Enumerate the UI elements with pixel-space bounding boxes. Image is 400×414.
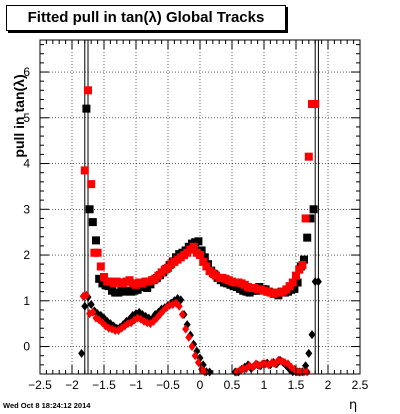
data-point-square	[298, 261, 307, 270]
data-point-square	[197, 246, 206, 255]
x-axis-label: η	[349, 398, 358, 413]
data-point-square	[84, 86, 92, 95]
data-point-square	[292, 271, 300, 280]
data-point-square	[293, 278, 302, 287]
data-point-square	[306, 214, 315, 223]
data-point-diamond	[308, 330, 316, 340]
x-tick-label: 1	[261, 378, 268, 392]
plot-frame	[39, 39, 361, 375]
y-tick-label: 3	[23, 202, 30, 216]
data-point-square	[288, 278, 297, 287]
data-point-square	[189, 242, 198, 251]
y-tick-label: 6	[23, 65, 30, 79]
data-point-diamond	[305, 348, 313, 358]
data-point-diamond	[81, 301, 89, 311]
y-tick-label: 0	[23, 340, 30, 354]
y-tick-label: 5	[23, 111, 30, 125]
data-point-square	[92, 236, 100, 245]
data-point-diamond	[191, 351, 199, 361]
data-point-square	[88, 218, 97, 227]
data-point-diamond	[82, 290, 90, 300]
data-point-square	[194, 237, 203, 246]
x-tick-label: 0	[197, 378, 204, 392]
data-point-square	[96, 262, 105, 271]
axes: −2.5 −2 −1.5 −1 −0.5 0 0.5 1 1.5 2 2.5 0 1 2 3 4 5 6	[23, 40, 369, 392]
y-tick-label: 4	[23, 157, 30, 171]
data-point-diamond	[87, 299, 95, 309]
data-point-diamond	[314, 277, 322, 287]
data-point-diamond	[194, 358, 202, 368]
x-tick-label: −1	[129, 378, 143, 392]
x-tick-label: −0.5	[156, 378, 180, 392]
data-point-square	[80, 166, 89, 175]
data-point-square	[309, 205, 318, 214]
x-tick-label: −2	[65, 378, 79, 392]
data-point-square	[93, 248, 102, 257]
data-point-square	[104, 282, 113, 291]
data-point-diamond	[185, 332, 193, 342]
data-point-square	[196, 251, 204, 260]
data-point-square	[95, 274, 104, 283]
y-axis-label: pull in tan(λ)	[11, 74, 27, 158]
data-point-square	[303, 233, 312, 242]
data-point-square	[300, 255, 308, 264]
x-tick-label: −2.5	[28, 378, 52, 392]
data-point-diamond	[78, 348, 86, 358]
data-point-diamond	[182, 324, 190, 334]
data-point-square	[202, 262, 211, 271]
data-point-square	[311, 100, 320, 109]
y-tick-label: 2	[23, 248, 30, 262]
y-tick-label: 1	[23, 294, 30, 308]
x-tick-label: −1.5	[92, 378, 116, 392]
x-tick-label: 0.5	[224, 378, 241, 392]
data-point-diamond	[188, 342, 196, 352]
data-point-diamond	[89, 307, 97, 317]
data-points	[78, 86, 322, 377]
data-point-diamond	[175, 301, 183, 311]
data-point-square	[290, 284, 299, 293]
x-tick-label: 2	[325, 378, 332, 392]
x-tick-label: 1.5	[288, 378, 305, 392]
chart-title: Fitted pull in tan(λ) Global Tracks	[6, 5, 286, 31]
data-point-square	[199, 257, 208, 266]
data-point-square	[304, 152, 313, 161]
data-point-square	[200, 253, 209, 262]
data-point-square	[82, 104, 91, 113]
data-point-square	[295, 265, 304, 274]
x-tick-label: 2.5	[352, 378, 369, 392]
data-point-square	[301, 214, 310, 223]
data-point-square	[100, 273, 108, 282]
data-point-square	[85, 205, 94, 214]
data-point-diamond	[178, 310, 186, 320]
timestamp: Wed Oct 8 18:24:12 2014	[3, 401, 91, 410]
data-point-square	[87, 180, 96, 189]
